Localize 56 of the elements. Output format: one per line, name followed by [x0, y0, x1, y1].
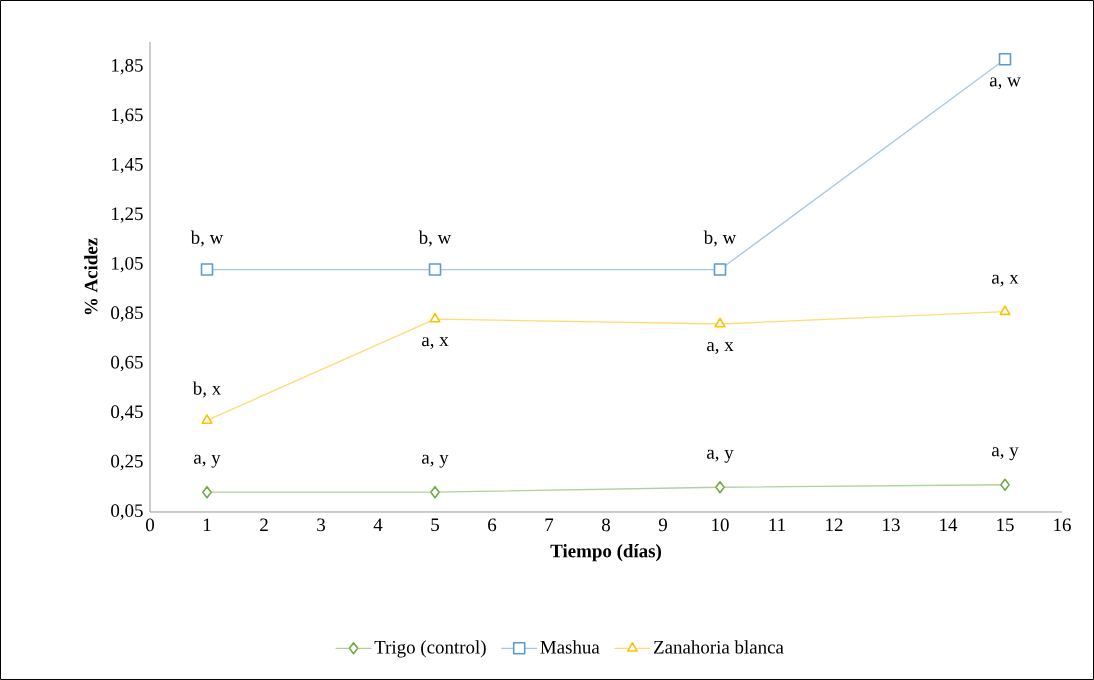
x-tick-label: 14 [940, 518, 958, 531]
y-tick-label: 0,65 [111, 355, 143, 372]
legend-label: Trigo (control) [374, 640, 486, 658]
annotation: a, x [992, 274, 1019, 287]
annotation: a, y [707, 449, 734, 463]
y-tick-label: 0,05 [111, 504, 143, 520]
x-tick-label: 4 [373, 518, 383, 531]
x-axis-title: Tiempo (días) [550, 544, 661, 562]
point [715, 480, 725, 494]
annotation: a, y [194, 454, 221, 468]
x-tick-label: 16 [1054, 518, 1071, 532]
annotation: a, y [422, 454, 449, 468]
y-tick-label: 1,85 [112, 58, 143, 75]
y-axis-title: % Acidez [84, 238, 98, 315]
point [713, 263, 727, 276]
annotation: b, w [190, 230, 224, 247]
y-tick-label: 1,25 [112, 207, 143, 223]
point [201, 414, 213, 425]
x-tick-label: 13 [883, 518, 900, 532]
annotation: a, w [989, 77, 1021, 90]
annotation: a, x [422, 337, 449, 349]
point [998, 53, 1012, 66]
x-tick-label: 12 [826, 518, 843, 532]
point [714, 317, 726, 328]
point [202, 485, 212, 499]
x-tick-label: 2 [260, 518, 268, 532]
annotation: b, w [703, 230, 737, 247]
point [430, 485, 440, 499]
legend-label: Zanahoria blanca [653, 640, 784, 654]
x-tick-label: 9 [658, 518, 667, 532]
x-tick-label: 11 [769, 518, 785, 531]
legend-label: Mashua [540, 640, 600, 654]
y-tick-label: 0,25 [111, 454, 143, 471]
x-tick-label: 3 [317, 518, 325, 532]
annotation: a, y [992, 447, 1019, 461]
x-tick-label: 6 [488, 518, 497, 532]
point [200, 263, 214, 276]
y-tick-label: 1,45 [112, 157, 143, 174]
x-tick-label: 1 [203, 518, 211, 531]
annotation: a, x [707, 342, 734, 354]
point [428, 263, 442, 276]
x-tick-label: 0 [146, 518, 155, 532]
y-tick-label: 1,65 [112, 108, 143, 124]
x-tick-label: 8 [602, 518, 611, 532]
y-tick-label: 0,85 [111, 306, 143, 322]
point [429, 312, 441, 323]
y-tick-label: 0,45 [111, 405, 143, 421]
x-tick-label: 10 [712, 518, 729, 532]
x-tick-label: 15 [997, 518, 1014, 532]
annotation: b, x [192, 381, 221, 398]
x-tick-label: 7 [545, 518, 554, 531]
point [999, 305, 1011, 316]
annotation: b, w [418, 230, 452, 247]
x-tick-label: 5 [431, 518, 439, 532]
y-tick-label: 1,05 [112, 256, 143, 273]
point [1000, 478, 1010, 492]
